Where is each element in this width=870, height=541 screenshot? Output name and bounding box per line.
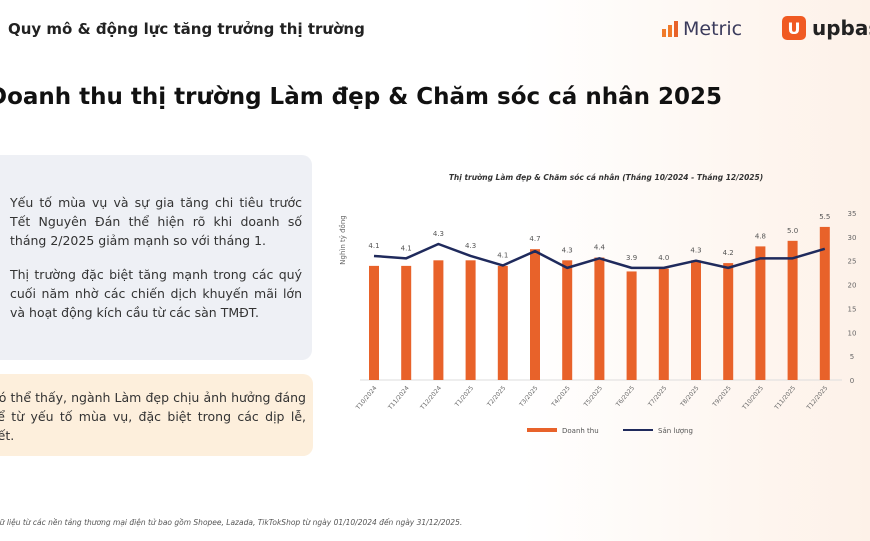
insight-year-end: Thị trường đặc biệt tăng mạnh trong các … bbox=[10, 267, 302, 320]
metric-logo-text: Metric bbox=[683, 18, 743, 40]
bar-revenue bbox=[723, 263, 734, 380]
right-axis-tick: 25 bbox=[848, 258, 857, 266]
x-tick-label: T5/2025 bbox=[582, 385, 604, 409]
conclusion-text: Có thể thấy, ngành Làm đẹp chịu ảnh hưởn… bbox=[0, 390, 306, 443]
section-title: Quy mô & động lực tăng trưởng thị trường bbox=[8, 20, 365, 38]
right-axis-tick: 35 bbox=[848, 210, 857, 218]
line-volume bbox=[373, 242, 826, 270]
bar-data-label: 4.1 bbox=[368, 242, 379, 250]
x-tick-label: T1/2025 bbox=[453, 385, 475, 409]
upbase-u-icon: U bbox=[782, 16, 806, 40]
bar-data-label: 4.4 bbox=[594, 244, 606, 252]
legend-swatch-revenue bbox=[527, 428, 557, 432]
bar-revenue bbox=[691, 260, 701, 380]
legend-label-volume: Sản lượng bbox=[658, 427, 693, 435]
x-tick-label: T8/2025 bbox=[679, 385, 701, 409]
bar-revenue bbox=[819, 226, 830, 380]
x-tick-label: T4/2025 bbox=[550, 385, 572, 409]
bar-data-label: 4.2 bbox=[723, 249, 734, 257]
x-tick-label: T9/2025 bbox=[711, 385, 733, 409]
right-axis-tick: 20 bbox=[848, 282, 857, 290]
bar-revenue bbox=[562, 260, 573, 380]
bar-data-label: 4.3 bbox=[562, 246, 573, 254]
conclusion-panel: Có thể thấy, ngành Làm đẹp chịu ảnh hưởn… bbox=[0, 374, 313, 456]
right-axis-tick: 15 bbox=[848, 305, 857, 313]
legend: Doanh thu Sản lượng bbox=[527, 427, 693, 435]
metric-bars-icon bbox=[662, 21, 678, 37]
x-tick-label: T10/2024 bbox=[354, 385, 379, 412]
legend-label-revenue: Doanh thu bbox=[562, 427, 599, 435]
bar-data-label: 3.9 bbox=[626, 254, 637, 262]
insight-seasonality: Yếu tố mùa vụ và sự gia tăng chi tiêu tr… bbox=[10, 195, 302, 248]
upbase-logo-text: upbase bbox=[812, 16, 870, 40]
x-tick-label: T6/2025 bbox=[614, 385, 636, 409]
x-tick-label: T11/2024 bbox=[386, 385, 411, 412]
bar-revenue bbox=[594, 257, 605, 380]
bar-revenue bbox=[369, 265, 379, 380]
x-tick-label: T7/2025 bbox=[646, 385, 668, 409]
right-axis-tick: 10 bbox=[848, 329, 857, 337]
x-tick-label: T2/2025 bbox=[485, 385, 507, 409]
right-axis-tick: 0 bbox=[850, 377, 854, 385]
insights-panel: Yếu tố mùa vụ và sự gia tăng chi tiêu tr… bbox=[0, 155, 312, 360]
bar-data-label: 4.3 bbox=[433, 230, 444, 238]
footnote: Dữ liệu từ các nền tảng thương mại điện … bbox=[0, 518, 463, 527]
x-tick-label: T3/2025 bbox=[518, 385, 540, 409]
x-tick-label: T11/2025 bbox=[773, 385, 798, 412]
right-axis-tick: 5 bbox=[850, 353, 854, 361]
x-tick-label: T12/2025 bbox=[805, 385, 830, 412]
chart-title: Thị trường Làm đẹp & Chăm sóc cá nhân (T… bbox=[449, 173, 763, 182]
bar-data-label: 4.0 bbox=[658, 254, 669, 262]
right-axis-tick: 30 bbox=[848, 234, 857, 242]
bar-revenue bbox=[658, 268, 669, 380]
bar-data-label: 4.1 bbox=[401, 244, 412, 252]
left-axis-label: Nghìn tỷ đồng bbox=[338, 215, 347, 264]
bar-data-label: 5.0 bbox=[787, 227, 798, 235]
bar-revenue bbox=[755, 246, 766, 380]
upbase-logo: U upbase bbox=[782, 16, 870, 40]
bar-revenue bbox=[401, 265, 412, 380]
x-tick-label: T10/2025 bbox=[741, 385, 766, 412]
bar-data-label: 4.1 bbox=[497, 251, 508, 259]
bar-revenue bbox=[530, 249, 540, 380]
bar-data-label: 4.8 bbox=[755, 232, 766, 240]
bar-data-label: 5.5 bbox=[819, 213, 830, 221]
bar-revenue bbox=[787, 240, 798, 380]
bar-data-label: 4.3 bbox=[465, 242, 476, 250]
x-tick-label: T12/2024 bbox=[419, 385, 444, 412]
bar-revenue bbox=[433, 260, 444, 380]
bar-data-label: 4.7 bbox=[529, 235, 540, 243]
bar-revenue bbox=[465, 260, 476, 380]
metric-logo: Metric bbox=[662, 18, 742, 40]
bar-revenue bbox=[626, 271, 637, 380]
bar-data-label: 4.3 bbox=[690, 246, 701, 254]
bar-revenue bbox=[497, 265, 508, 380]
page-title: Doanh thu thị trường Làm đẹp & Chăm sóc … bbox=[0, 84, 722, 110]
